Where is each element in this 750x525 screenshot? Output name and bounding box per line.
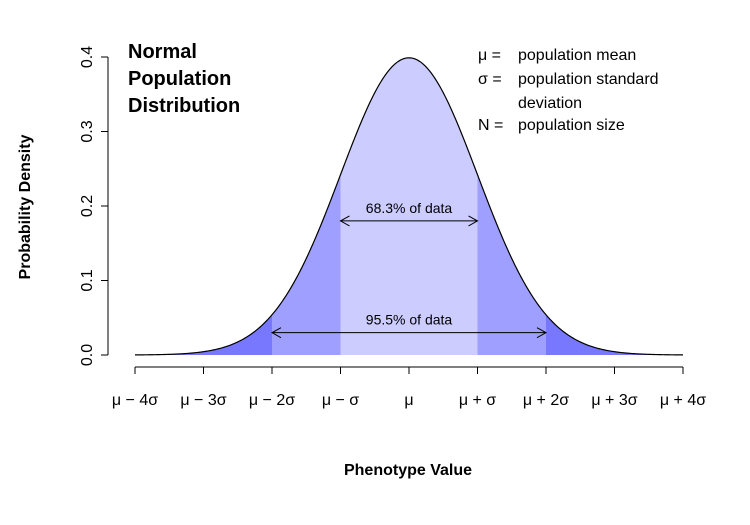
y-tick-label: 0.1 [79, 269, 96, 291]
legend-text-n: population size [518, 117, 625, 134]
y-tick-label: 0.3 [79, 120, 96, 142]
title-line-3: Distribution [128, 95, 240, 117]
x-tick-label: μ [404, 392, 413, 409]
chart-title: Normal Population Distribution [128, 41, 240, 117]
x-tick-label: μ − 2σ [249, 392, 295, 409]
axes: μ − 4σ μ − 3σ μ − 2σ μ − σ μ μ + σ μ + 2σ μ + 3… [79, 46, 706, 409]
legend-symbol-sigma: σ = [478, 71, 502, 88]
annotations: 68.3% of data 95.5% of data [270, 200, 548, 339]
x-tick-label: μ − σ [322, 392, 359, 409]
legend-text-mu: population mean [518, 47, 636, 64]
legend-text-sigma-1: population standard [518, 71, 659, 88]
arrow-head-left [270, 327, 282, 339]
x-tick-label: μ + 2σ [523, 392, 569, 409]
annotation-label-0: 68.3% of data [366, 200, 453, 216]
x-tick-label: μ − 3σ [180, 392, 226, 409]
y-tick-label: 0.2 [79, 195, 96, 217]
arrow-head-right [468, 215, 479, 227]
legend: μ = population mean σ = population stand… [478, 47, 659, 134]
y-tick-label: 0.0 [79, 344, 96, 366]
band-0 [340, 57, 478, 355]
band-3 [135, 314, 272, 355]
arrow-head-right [536, 327, 548, 339]
title-line-1: Normal [128, 41, 197, 63]
annotation-label-1: 95.5% of data [366, 312, 453, 328]
x-tick-label: μ + 4σ [660, 392, 706, 409]
arrow-head-left [339, 215, 350, 227]
legend-text-sigma-2: deviation [518, 95, 582, 112]
y-tick-label: 0.4 [79, 46, 96, 68]
legend-symbol-n: N = [478, 117, 503, 134]
density-curve [134, 57, 684, 356]
y-axis-label: Probability Density [17, 134, 34, 279]
title-line-2: Population [128, 68, 231, 90]
x-axis-label: Phenotype Value [344, 462, 472, 479]
x-tick-label: μ + 3σ [591, 392, 637, 409]
band-4 [546, 314, 683, 355]
x-tick-label: μ − 4σ [112, 392, 158, 409]
x-tick-label: μ + σ [459, 392, 496, 409]
legend-symbol-mu: μ = [478, 47, 501, 64]
